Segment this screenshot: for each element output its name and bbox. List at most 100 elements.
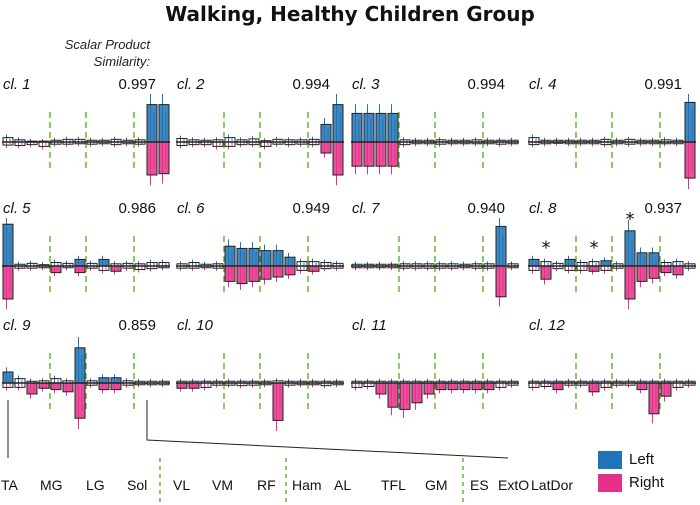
muscle-label: ExtO (498, 477, 529, 493)
bar-right (684, 141, 696, 179)
bar-left (110, 377, 122, 384)
bar-left (528, 258, 540, 267)
cluster-label: cl. 2 (177, 76, 205, 93)
muscle-label: RF (257, 477, 276, 493)
bar-right (332, 141, 344, 176)
cluster-label: cl. 12 (529, 317, 566, 334)
bar-right (660, 265, 672, 274)
bar-right (588, 382, 600, 393)
bar-right (38, 382, 50, 389)
cluster-label: cl. 4 (529, 76, 557, 93)
cluster-label: cl. 8 (529, 200, 557, 217)
cluster-panel: cl. 10 (176, 317, 344, 431)
bar-right (110, 265, 122, 272)
bar-right (648, 382, 660, 415)
muscle-label: ES (470, 477, 489, 493)
significance-asterisk: * (542, 237, 551, 258)
bar-right (483, 382, 495, 391)
cluster-label: cl. 7 (352, 200, 380, 217)
similarity-caption-line-1: Scalar Product (64, 37, 150, 52)
muscle-label: Sol (127, 477, 147, 493)
bar-right (660, 382, 672, 397)
bar-right (308, 265, 320, 272)
bar-left (2, 371, 14, 384)
cluster-label: cl. 3 (352, 76, 380, 93)
legend-swatch-left (598, 451, 622, 469)
bar-left (272, 250, 284, 267)
bar-left (98, 377, 110, 384)
bar-right (471, 382, 483, 391)
cluster-panel: cl. 11 (351, 317, 519, 418)
bar-right (62, 382, 74, 393)
significance-asterisk: * (590, 237, 599, 258)
cluster-panel: cl. 2 0.994 (176, 76, 344, 186)
cluster-label: cl. 1 (3, 76, 31, 93)
bar-left (260, 250, 272, 267)
bar-right (540, 265, 552, 280)
bar-right (2, 265, 14, 300)
similarity-value: 0.997 (118, 76, 156, 93)
bar-right (50, 382, 62, 391)
muscle-label: TFL (381, 477, 406, 493)
similarity-value: 0.940 (467, 200, 505, 217)
bar-right (459, 382, 471, 391)
muscle-label: VM (212, 477, 233, 493)
bar-right (351, 141, 363, 167)
bar-right (26, 382, 38, 395)
bar-left (624, 230, 636, 267)
bar-right (188, 382, 200, 389)
cluster-panel: cl. 7 0.940 (351, 200, 519, 307)
similarity-value: 0.991 (644, 76, 682, 93)
bar-right (399, 382, 411, 410)
bar-right (224, 265, 236, 282)
muscle-label: GM (425, 477, 448, 493)
similarity-value: 0.994 (467, 76, 505, 93)
bar-right (248, 265, 260, 282)
bar-right (495, 265, 507, 298)
bar-right (146, 141, 158, 176)
bar-left (158, 104, 170, 143)
bar-left (146, 104, 158, 143)
bar-right (588, 265, 600, 272)
bar-left (2, 223, 14, 267)
bar-right (672, 265, 684, 276)
bar-right (648, 265, 660, 279)
bar-right (375, 382, 387, 395)
bar-right (158, 141, 170, 175)
bar-left (495, 225, 507, 267)
similarity-value: 0.994 (292, 76, 330, 93)
bar-left (74, 258, 86, 267)
bar-left (332, 104, 344, 143)
bar-right (624, 265, 636, 300)
bar-right (284, 265, 296, 276)
legend-label-left: Left (629, 451, 655, 468)
bar-right (320, 141, 332, 154)
bar-right (236, 265, 248, 285)
bar-left (684, 101, 696, 143)
muscle-label: Ham (292, 477, 322, 493)
cluster-label: cl. 9 (3, 317, 31, 334)
legend-label-right: Right (629, 474, 665, 491)
cluster-label: cl. 6 (177, 200, 205, 217)
bar-left (248, 247, 260, 267)
muscle-label: VL (173, 477, 190, 493)
similarity-value: 0.986 (118, 200, 156, 217)
significance-asterisk: * (626, 209, 635, 230)
bar-right (110, 382, 122, 391)
muscle-label: TA (1, 477, 19, 493)
cluster-panel: cl. 4 0.991 (528, 76, 696, 190)
bar-right (447, 382, 459, 391)
bar-right (435, 382, 447, 391)
bar-right (411, 382, 423, 404)
similarity-value: 0.859 (118, 317, 156, 334)
chart-title: Walking, Healthy Children Group (165, 2, 535, 26)
bar-right (74, 382, 86, 419)
bar-right (363, 141, 375, 167)
bar-right (176, 382, 188, 389)
muscle-label: MG (40, 477, 63, 493)
bar-left (564, 258, 576, 267)
bar-right (98, 382, 110, 391)
similarity-caption-line-2: Similarity: (93, 54, 150, 69)
muscle-label: LG (86, 477, 105, 493)
bar-left (387, 112, 399, 143)
